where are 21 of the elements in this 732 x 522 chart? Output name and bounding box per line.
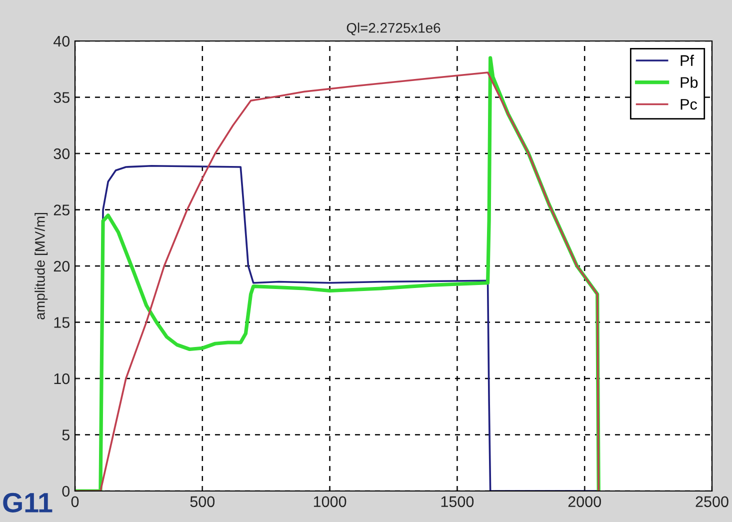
y-axis-title: amplitude [MV/m] [34,212,48,320]
y-tick-label: 10 [54,373,70,384]
x-tick-label: 0 [71,496,79,508]
chart-title: Ql=2.2725x1e6 [346,22,440,36]
legend-label: Pb [680,76,698,88]
y-tick-label: 15 [54,317,70,328]
legend-label: Pc [680,99,697,110]
y-tick-label: 30 [54,148,70,160]
text: G11 [3,492,52,513]
x-tick-label: 1500 [441,496,474,508]
y-tick-label: 20 [54,260,70,272]
x-tick-label: 500 [190,496,215,508]
legend-label: Pf [680,54,694,66]
y-tick-label: 5 [62,430,70,440]
x-tick-label: 1000 [314,496,346,508]
y-tick-label: 25 [54,204,70,216]
y-tick-label: 35 [54,92,70,103]
y-tick-label: 0 [62,486,70,497]
x-tick-label: 2000 [568,496,601,508]
x-tick-label: 2500 [696,496,728,508]
y-tick-label: 40 [54,36,70,47]
